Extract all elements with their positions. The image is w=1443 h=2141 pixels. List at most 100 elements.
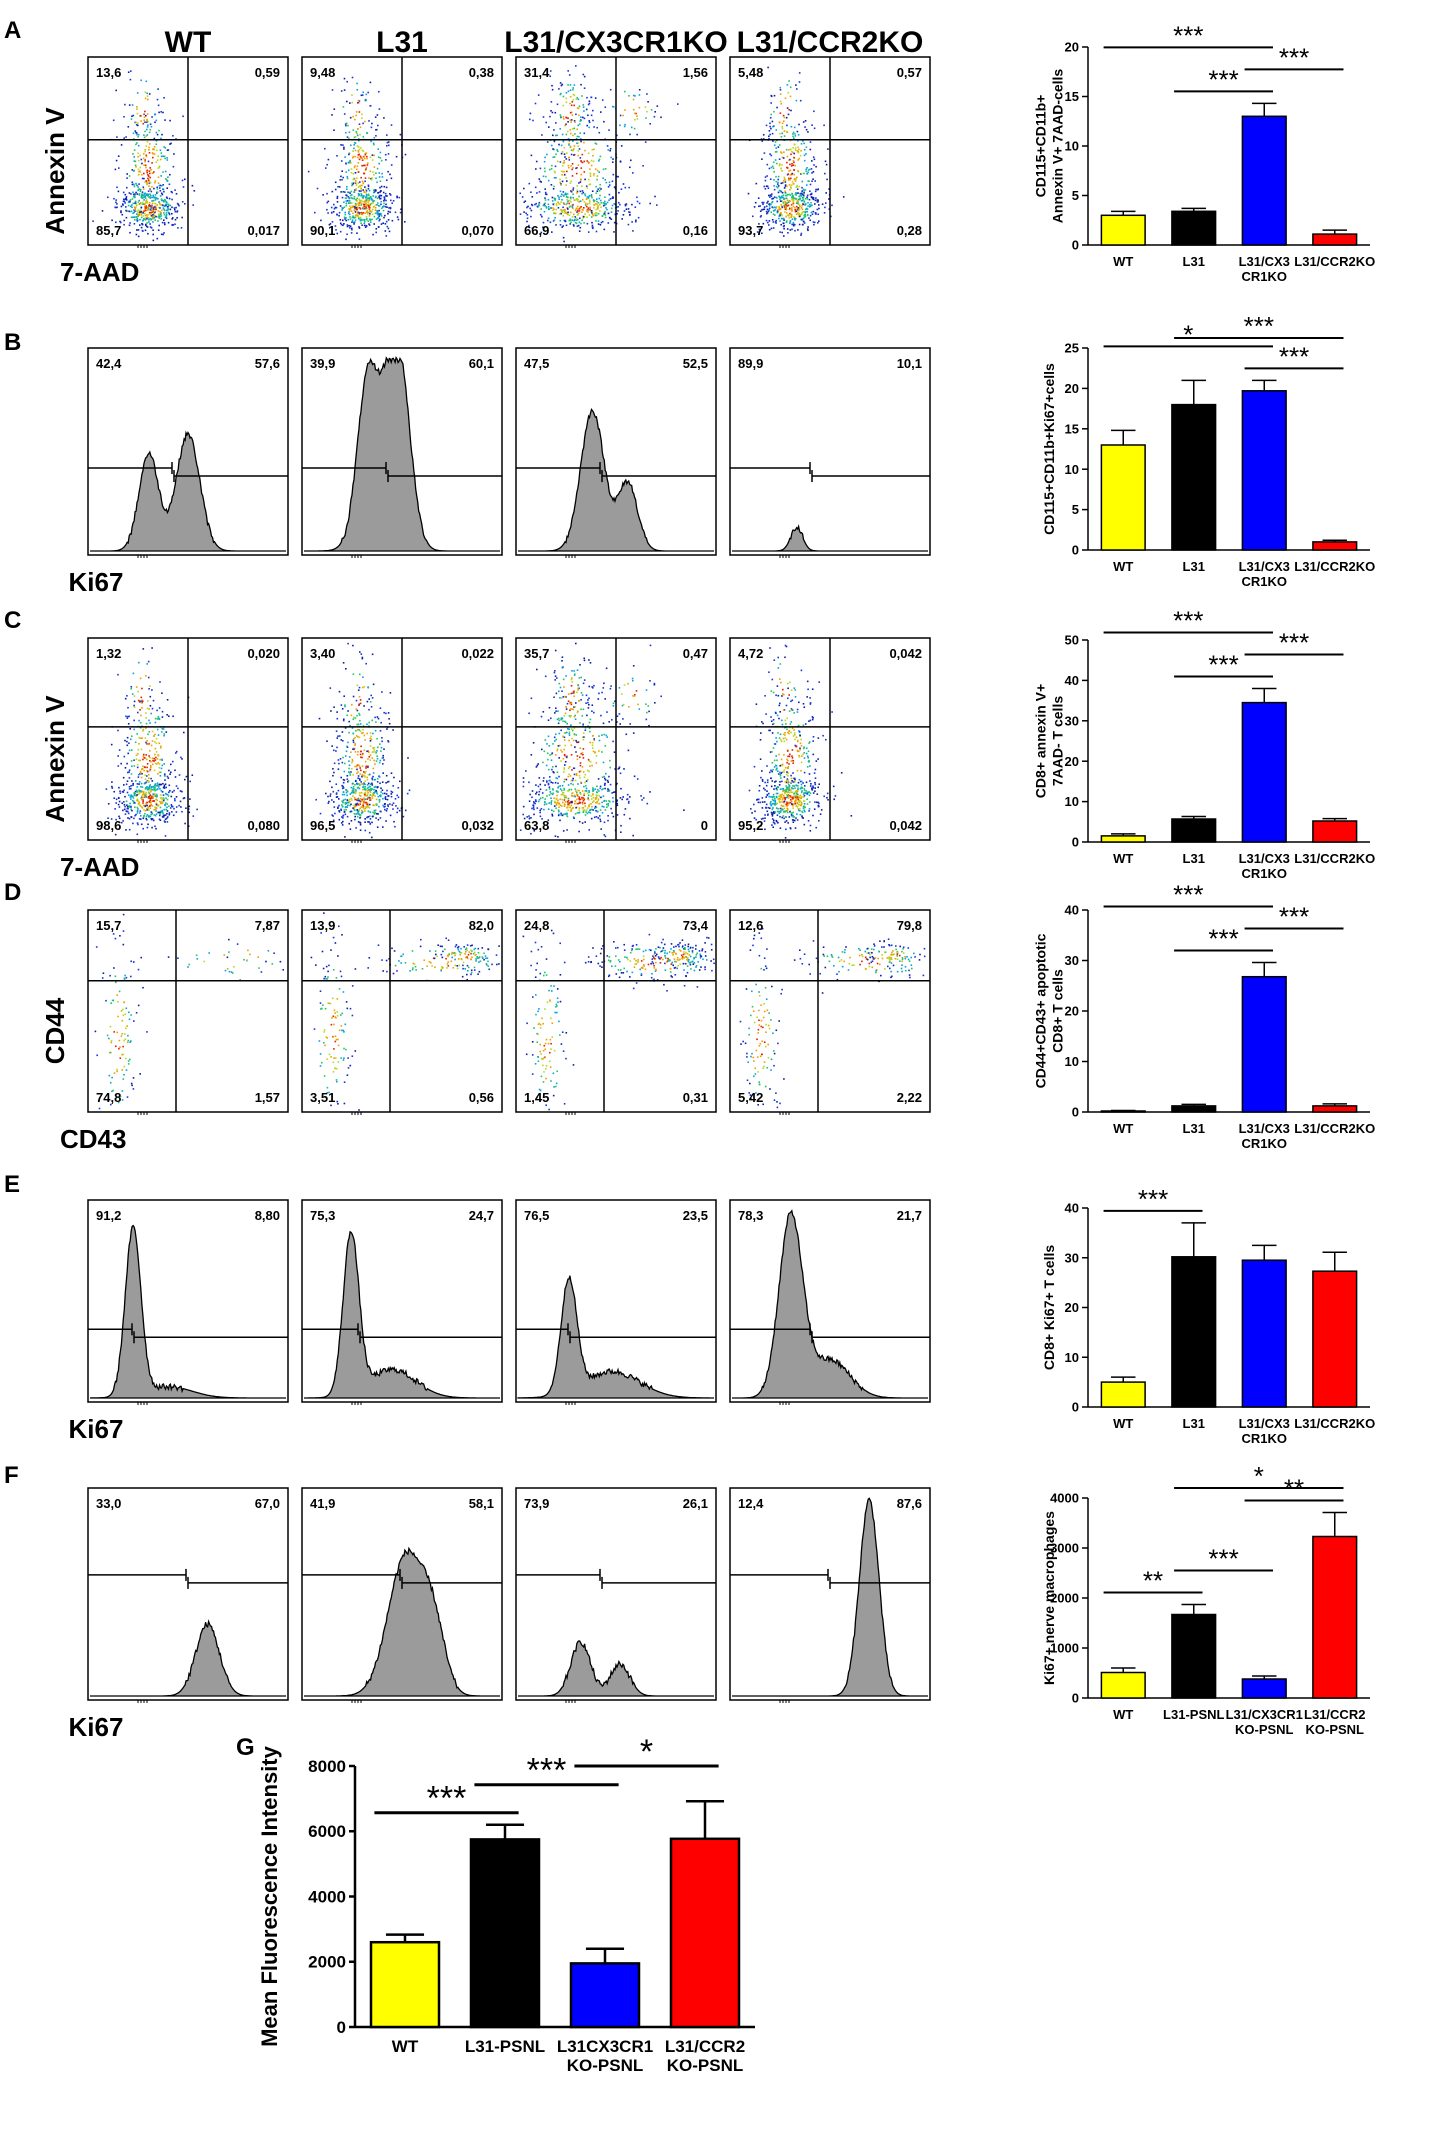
event-dot [555,135,557,137]
event-dot [149,93,151,95]
event-dot [129,225,131,227]
event-dot [551,85,553,87]
event-dot [576,173,578,175]
event-dot [149,223,151,225]
event-dot [112,787,114,789]
event-dot [161,198,163,200]
event-dot [574,728,576,730]
event-dot [371,706,373,708]
event-dot [162,791,164,793]
event-dot [790,229,792,231]
event-dot [194,190,196,192]
event-dot [177,788,179,790]
event-dot [359,687,361,689]
event-dot [800,193,802,195]
event-dot [176,217,178,219]
event-dot [147,209,149,211]
event-dot [370,783,372,785]
event-dot [645,106,647,108]
event-dot [566,102,568,104]
event-dot [127,780,129,782]
event-dot [637,778,639,780]
event-dot [593,685,595,687]
event-dot [120,792,122,794]
event-dot [356,708,358,710]
event-dot [368,816,370,818]
event-dot [153,196,155,198]
event-dot [613,174,615,176]
event-dot [623,214,625,216]
quadrant-ul-value: 31,4 [524,65,550,80]
event-dot [133,818,135,820]
event-dot [129,222,131,224]
event-dot [338,763,340,765]
event-dot [353,719,355,721]
event-dot [393,802,395,804]
event-dot [335,229,337,231]
event-dot [383,117,385,119]
event-dot [587,161,589,163]
event-dot [579,777,581,779]
event-dot [139,818,141,820]
event-dot [569,74,571,76]
event-dot [767,67,769,69]
event-dot [802,194,804,196]
event-dot [157,812,159,814]
event-dot [328,159,330,161]
event-dot [360,156,362,158]
event-dot [169,773,171,775]
event-dot [598,171,600,173]
event-dot [363,173,365,175]
event-dot [570,129,572,131]
event-dot [141,174,143,176]
event-dot [164,804,166,806]
event-dot [781,204,783,206]
event-dot [143,158,145,160]
event-dot [347,816,349,818]
event-dot [152,197,154,199]
event-dot [141,737,143,739]
event-dot [600,111,602,113]
event-dot [559,802,561,804]
event-dot [571,802,573,804]
event-dot [147,178,149,180]
event-dot [369,206,371,208]
event-dot [123,192,125,194]
event-dot [546,780,548,782]
event-dot [372,234,374,236]
event-dot [791,126,793,128]
event-dot [161,731,163,733]
event-dot [591,222,593,224]
event-dot [761,209,763,211]
event-dot [144,131,146,133]
event-dot [358,202,360,204]
event-dot [371,177,373,179]
event-dot [358,704,360,706]
event-dot [345,809,347,811]
event-dot [369,213,371,215]
event-dot [560,183,562,185]
event-dot [150,789,152,791]
event-dot [795,135,797,137]
event-dot [130,79,132,81]
event-dot [361,114,363,116]
event-dot [813,224,815,226]
event-dot [541,808,543,810]
event-dot [363,206,365,208]
event-dot [755,202,757,204]
event-dot [789,159,791,161]
event-dot [775,151,777,153]
event-dot [125,716,127,718]
event-dot [377,217,379,219]
event-dot [560,813,562,815]
event-dot [608,222,610,224]
event-dot [345,814,347,816]
event-dot [342,225,344,227]
event-dot [599,190,601,192]
event-dot [385,796,387,798]
event-dot [772,140,774,142]
event-dot [554,801,556,803]
event-dot [378,156,380,158]
event-dot [182,180,184,182]
